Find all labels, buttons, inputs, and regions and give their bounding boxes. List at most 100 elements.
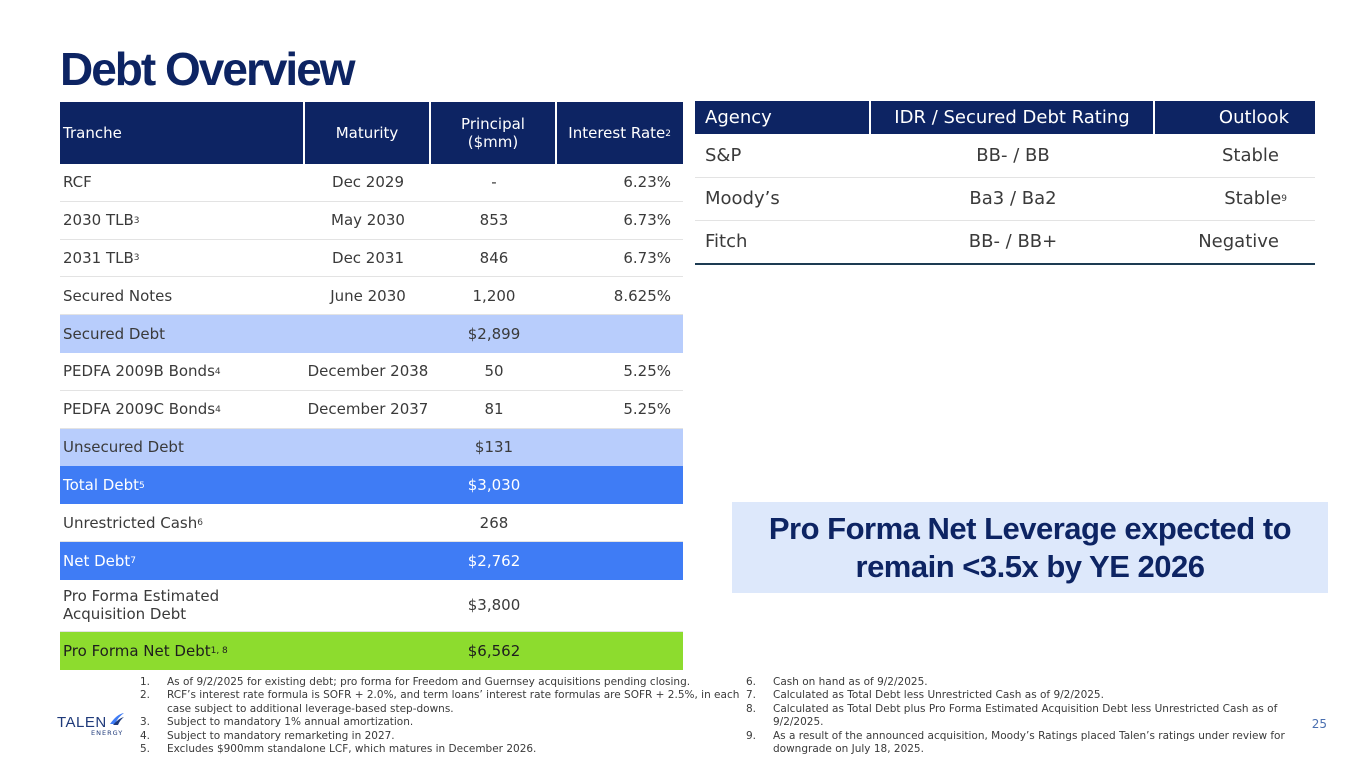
cell-tranche: Secured Notes: [63, 286, 173, 305]
cell-maturity: Dec 2031: [332, 248, 404, 267]
footnote-text: RCF’s interest rate formula is SOFR + 2.…: [167, 689, 740, 715]
logo-text: TALEN: [57, 714, 107, 731]
cell-principal: 846: [479, 248, 509, 267]
logo-subtext: ENERGY: [91, 729, 124, 737]
header-maturity: Maturity: [305, 102, 431, 164]
cell-outlook: Stable: [1221, 144, 1279, 166]
cell-maturity: May 2030: [331, 211, 405, 230]
cell-maturity: June 2030: [330, 286, 406, 305]
cell-principal: 81: [484, 400, 504, 419]
footnote-number: 6.: [746, 676, 757, 688]
header-principal: Principal ($mm): [431, 102, 557, 164]
footnote: 3. Subject to mandatory 1% annual amortiz…: [140, 716, 740, 729]
cell-rate: [557, 315, 683, 353]
cell-tranche: Unrestricted Cash 6: [63, 513, 203, 532]
cell-agency: Fitch: [705, 231, 748, 253]
footnote-number: 2.: [140, 689, 151, 702]
cell-principal: $3,030: [467, 476, 521, 495]
logo-wing-icon: [110, 713, 124, 725]
cell-maturity: [305, 542, 431, 580]
cell-rating: BB- / BB+: [968, 231, 1058, 253]
cell-principal: $2,899: [467, 325, 521, 344]
footnote-number: 3.: [140, 716, 151, 729]
table-row: S&P BB- / BB Stable: [695, 134, 1315, 178]
header-tranche: Tranche: [60, 102, 305, 164]
table-row: Secured Debt $2,899: [60, 315, 683, 353]
cell-tranche: 2031 TLB 3: [63, 248, 140, 267]
cell-maturity: [305, 466, 431, 504]
cell-maturity: [305, 429, 431, 467]
cell-tranche: RCF: [63, 173, 92, 192]
cell-rate: [557, 504, 683, 541]
footnote: 7. Calculated as Total Debt less Unrestri…: [746, 689, 1306, 702]
cell-rate: 8.625%: [613, 286, 671, 305]
cell-rate: [557, 580, 683, 631]
footnote: 8. Calculated as Total Debt plus Pro Form…: [746, 703, 1306, 730]
page-title: Debt Overview: [60, 43, 356, 95]
table-row: Moody’s Ba3 / Ba2 Stable 9: [695, 178, 1315, 221]
cell-tranche: Net Debt 7: [63, 551, 137, 570]
cell-rate: 6.73%: [623, 211, 671, 230]
table-row: Fitch BB- / BB+ Negative: [695, 221, 1315, 265]
cell-maturity: [305, 315, 431, 353]
cell-principal: $6,562: [467, 641, 521, 660]
cell-maturity: December 2038: [307, 362, 429, 381]
cell-rating: Ba3 / Ba2: [969, 188, 1057, 210]
cell-tranche: Total Debt 5: [63, 476, 145, 495]
talen-energy-logo: TALEN ENERGY: [57, 712, 124, 737]
footnote-number: 4.: [140, 729, 151, 742]
table-row: PEDFA 2009C Bonds 4 December 2037 81 5.25%: [60, 391, 683, 429]
cell-agency: Moody’s: [705, 188, 780, 210]
cell-tranche: PEDFA 2009B Bonds 4: [63, 362, 221, 381]
table-row: 2031 TLB 3 Dec 2031 846 6.73%: [60, 240, 683, 278]
cell-principal: 50: [484, 362, 504, 381]
cell-agency: S&P: [705, 144, 742, 166]
footnote-text: Calculated as Total Debt less Unrestrict…: [773, 689, 1104, 702]
cell-maturity: December 2037: [307, 400, 429, 419]
footnote-number: 9.: [746, 729, 757, 742]
cell-rate: [557, 632, 683, 670]
footnote: 6. Cash on hand as of 9/2/2025.: [746, 676, 1306, 689]
cell-tranche: PEDFA 2009C Bonds 4: [63, 400, 221, 419]
cell-rating: BB- / BB: [976, 144, 1050, 166]
table-row: 2030 TLB 3 May 2030 853 6.73%: [60, 202, 683, 240]
footnote: 2. RCF’s interest rate formula is SOFR + …: [140, 689, 740, 716]
cell-tranche: Unsecured Debt: [63, 438, 184, 457]
table-row: Unrestricted Cash 6 268: [60, 504, 683, 542]
footnote-text: Subject to mandatory 1% annual amortizat…: [167, 716, 414, 729]
cell-maturity: [305, 504, 431, 541]
cell-rate: 5.25%: [623, 362, 671, 381]
table-row: PEDFA 2009B Bonds 4 December 2038 50 5.25%: [60, 353, 683, 391]
cell-outlook: Negative: [1198, 231, 1279, 253]
cell-outlook: Stable 9: [1224, 188, 1287, 210]
table-row: RCF Dec 2029 - 6.23%: [60, 164, 683, 202]
footnote-number: 5.: [140, 743, 151, 756]
header-outlook: Outlook: [1218, 107, 1289, 128]
footnote-text: As of 9/2/2025 for existing debt; pro fo…: [167, 676, 691, 688]
table-row: Pro Forma Estimated Acquisition Debt $3,8…: [60, 580, 683, 632]
cell-principal: -: [491, 173, 497, 192]
debt-table: Tranche Maturity Principal ($mm) Interes…: [60, 102, 683, 670]
footnote-number: 1.: [140, 676, 151, 688]
ratings-table: Agency IDR / Secured Debt Rating Outlook…: [695, 101, 1315, 265]
cell-principal: $3,800: [467, 596, 521, 615]
cell-rate: [557, 429, 683, 467]
cell-principal: $2,762: [467, 551, 521, 570]
debt-table-header: Tranche Maturity Principal ($mm) Interes…: [60, 102, 683, 164]
cell-rate: 6.23%: [623, 173, 671, 192]
cell-tranche: Pro Forma Net Debt 1, 8: [63, 641, 228, 660]
cell-maturity: [305, 580, 431, 631]
table-row: Net Debt 7 $2,762: [60, 541, 683, 580]
header-interest-rate: Interest Rate 2: [568, 124, 671, 142]
header-agency: Agency: [695, 101, 871, 134]
footnote: 5. Excludes $900mm standalone LCF, which …: [140, 743, 740, 756]
footnote-text: As a result of the announced acquisition…: [773, 729, 1285, 756]
footnote-text: Cash on hand as of 9/2/2025.: [773, 676, 928, 688]
header-rating: IDR / Secured Debt Rating: [871, 101, 1155, 134]
table-row: Pro Forma Net Debt 1, 8 $6,562: [60, 631, 683, 670]
ratings-table-header: Agency IDR / Secured Debt Rating Outlook: [695, 101, 1315, 134]
cell-rate: 6.73%: [623, 248, 671, 267]
footnote: 1. As of 9/2/2025 for existing debt; pro …: [140, 676, 740, 689]
cell-principal: 268: [479, 513, 509, 532]
cell-principal: 1,200: [472, 286, 516, 305]
